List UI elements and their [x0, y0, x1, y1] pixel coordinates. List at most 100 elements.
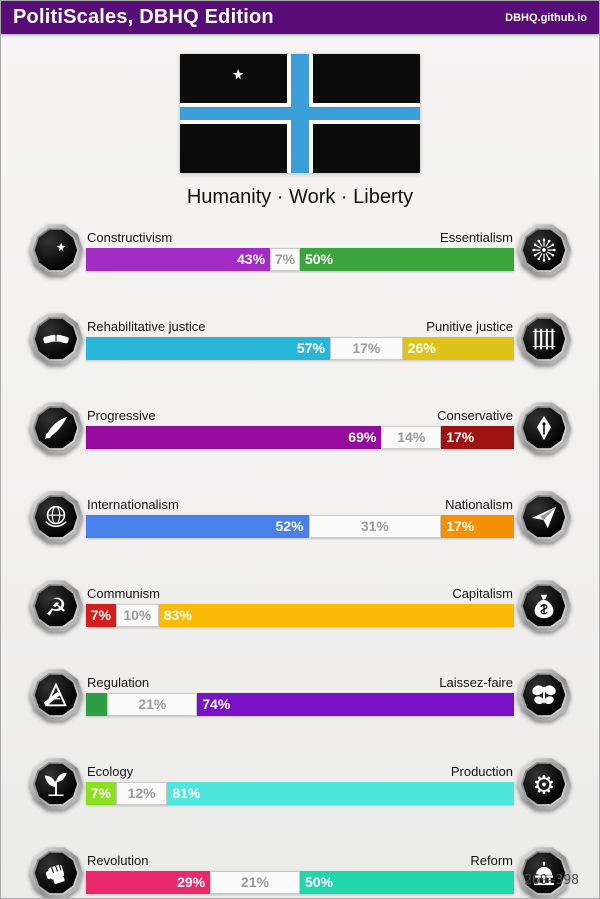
axis-bar-area: Revolution Reform 29% 21% 50%: [86, 853, 514, 894]
set-square-badge-icon: [28, 667, 84, 723]
axis-left-segment: 57%: [86, 336, 330, 360]
axis-row: ☭ Communism Capitalism 7% 10% 83%: [28, 578, 572, 634]
axis-neutral-percent: 10%: [123, 607, 152, 623]
axis-right-percent: 74%: [202, 696, 231, 712]
axis-right-label: Punitive justice: [426, 318, 513, 334]
axis-row: Progressive Conservative 69% 14% 17%: [28, 400, 572, 456]
axis-neutral-segment: 14%: [381, 425, 442, 449]
axis-row: Rehabilitative justice Punitive justice …: [28, 311, 572, 367]
svg-text:⚙: ⚙: [533, 770, 556, 799]
axes-list: Constructivism Essentialism 43% 7% 50%: [1, 222, 599, 898]
axis-right-label: Production: [450, 763, 513, 779]
hammer-sickle-badge-icon: ☭: [28, 578, 84, 634]
axis-left-label: Communism: [87, 585, 160, 601]
axis-row: Regulation Laissez-faire 21% 74%: [28, 667, 572, 723]
axis-left-label: Internationalism: [87, 496, 179, 512]
axis-bar: 57% 17% 26%: [86, 336, 514, 360]
gear-badge-icon: ⚙: [516, 756, 572, 812]
axis-bar-area: Ecology Production 7% 12% 81%: [86, 764, 514, 805]
axis-right-segment: 17%: [441, 514, 514, 538]
axis-left-label: Regulation: [87, 674, 150, 690]
axis-bar-area: Constructivism Essentialism 43% 7% 50%: [86, 230, 514, 271]
axis-left-percent: 57%: [296, 340, 325, 356]
page-title: PolitiScales, DBHQ Edition: [13, 6, 274, 28]
axis-right-label: Reform: [470, 852, 513, 868]
axis-bar: 52% 31% 17%: [86, 514, 514, 538]
axis-left-label: Constructivism: [87, 229, 173, 245]
plant-badge-icon: [28, 756, 84, 812]
axis-neutral-segment: 31%: [308, 514, 442, 538]
axis-neutral-segment: 21%: [107, 692, 198, 716]
axis-right-percent: 50%: [304, 874, 334, 890]
axis-bar: 43% 7% 50%: [86, 247, 514, 271]
axis-bar: 21% 74%: [86, 692, 514, 716]
result-flag: [180, 54, 420, 173]
flag-slogan: Humanity · Work · Liberty: [186, 186, 414, 208]
axis-bar-area: Progressive Conservative 69% 14% 17%: [86, 408, 514, 449]
axis-left-percent: 43%: [237, 251, 266, 267]
axis-right-segment: 50%: [299, 247, 514, 271]
globe-badge-icon: [28, 489, 84, 545]
axis-bar: 7% 12% 81%: [86, 781, 514, 805]
axis-bar-area: Regulation Laissez-faire 21% 74%: [86, 675, 514, 716]
axis-row: Constructivism Essentialism 43% 7% 50%: [28, 222, 572, 278]
axis-neutral-segment: 7%: [270, 247, 300, 271]
axis-right-segment: 74%: [197, 692, 514, 716]
butterfly-badge-icon: [516, 667, 572, 723]
header-bar: PolitiScales, DBHQ Edition DBHQ.github.i…: [1, 1, 599, 34]
axis-right-label: Nationalism: [445, 496, 513, 512]
axis-bar: 7% 10% 83%: [86, 603, 514, 627]
axis-right-percent: 81%: [172, 785, 201, 801]
axis-left-segment: 52%: [86, 514, 309, 538]
pen-nib-badge-icon: [516, 400, 572, 456]
axis-bar-area: Rehabilitative justice Punitive justice …: [86, 319, 514, 360]
prison-bars-badge-icon: [516, 311, 572, 367]
axis-left-segment: 7%: [86, 781, 116, 805]
axis-neutral-segment: 10%: [115, 603, 159, 627]
axis-neutral-percent: 7%: [274, 251, 296, 267]
dandelion-badge-icon: [516, 222, 572, 278]
result-code: 269–398: [524, 873, 579, 888]
axis-neutral-percent: 21%: [241, 874, 270, 890]
gear-crescent-fleur-de-lis-icon: [214, 60, 250, 96]
axis-left-segment: 7%: [86, 603, 116, 627]
parliament-badge-icon: [516, 845, 572, 898]
axis-left-label: Revolution: [87, 852, 149, 868]
axis-right-label: Capitalism: [452, 585, 513, 601]
axis-left-label: Rehabilitative justice: [87, 318, 206, 334]
axis-neutral-percent: 14%: [397, 429, 426, 445]
axis-row: Ecology Production 7% 12% 81% ⚙: [28, 756, 572, 812]
axis-neutral-segment: 12%: [115, 781, 168, 805]
axis-left-percent: 29%: [177, 874, 206, 890]
axis-right-percent: 50%: [304, 251, 334, 267]
axis-bar-area: Internationalism Nationalism 52% 31% 17%: [86, 497, 514, 538]
axis-right-segment: 81%: [167, 781, 514, 805]
axis-row: Revolution Reform 29% 21% 50%: [28, 845, 572, 898]
axis-right-label: Laissez-faire: [439, 674, 513, 690]
comet-badge-icon: [28, 400, 84, 456]
axis-left-percent: 69%: [348, 429, 377, 445]
axis-right-percent: 17%: [446, 429, 475, 445]
money-bag-badge-icon: [516, 578, 572, 634]
axis-left-label: Ecology: [87, 763, 134, 779]
axis-right-segment: 83%: [158, 603, 514, 627]
axis-neutral-percent: 12%: [127, 785, 156, 801]
axis-neutral-percent: 21%: [138, 696, 167, 712]
axis-neutral-segment: 21%: [210, 870, 300, 894]
site-link[interactable]: DBHQ.github.io: [505, 11, 587, 24]
axis-neutral-segment: 17%: [329, 336, 403, 360]
axis-bar-area: Communism Capitalism 7% 10% 83%: [86, 586, 514, 627]
axis-left-segment: 43%: [86, 247, 271, 271]
axis-neutral-percent: 31%: [360, 518, 389, 534]
axis-left-segment: 29%: [86, 870, 211, 894]
axis-right-label: Conservative: [437, 407, 513, 423]
axis-right-percent: 17%: [446, 518, 475, 534]
axis-bar: 29% 21% 50%: [86, 870, 514, 894]
crescent-badge-icon: [28, 222, 84, 278]
handshake-badge-icon: [28, 311, 84, 367]
axis-left-segment: [86, 692, 108, 716]
axis-left-segment: 69%: [86, 425, 382, 449]
svg-text:☭: ☭: [45, 592, 67, 621]
paper-plane-badge-icon: [516, 489, 572, 545]
